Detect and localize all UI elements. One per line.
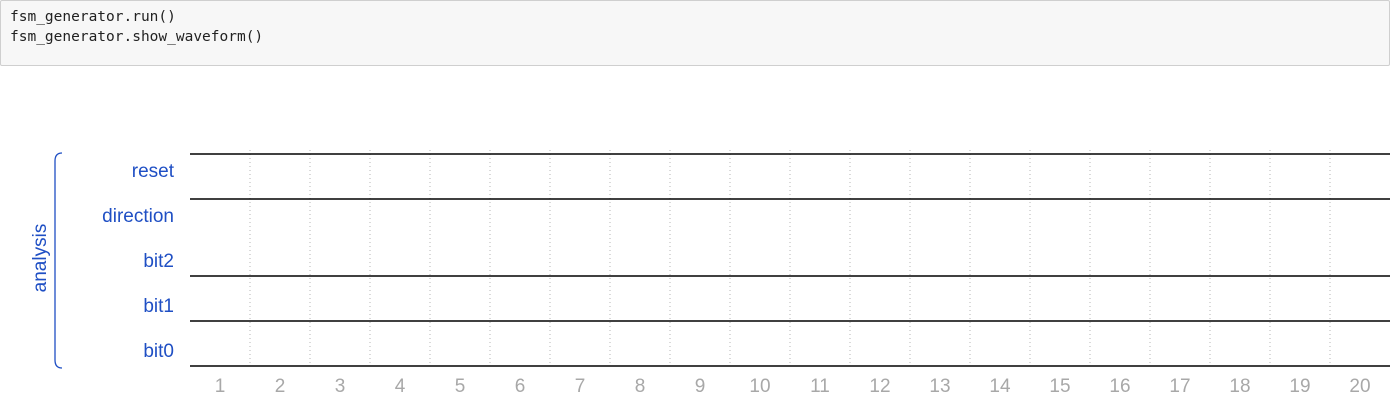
tick-label-1: 1 — [215, 376, 226, 397]
tick-label-16: 16 — [1109, 376, 1130, 397]
signal-traces — [190, 153, 1390, 367]
tick-label-5: 5 — [455, 376, 466, 397]
tick-label-20: 20 — [1349, 376, 1370, 397]
tick-label-12: 12 — [869, 376, 890, 397]
tick-labels: 1 2 3 4 5 6 7 8 9 10 11 12 13 14 15 16 17 18 19 20 — [215, 376, 1371, 397]
grid-lines — [249, 150, 1331, 366]
code-line-show-waveform[interactable]: fsm_generator.show_waveform() — [10, 29, 264, 45]
code-cell[interactable]: fsm_generator.run() fsm_generator.show_w… — [0, 0, 1390, 66]
group-label-analysis: analysis — [30, 224, 51, 293]
tick-label-13: 13 — [929, 376, 950, 397]
signal-label-reset: reset — [132, 161, 175, 182]
tick-label-17: 17 — [1169, 376, 1190, 397]
tick-label-15: 15 — [1049, 376, 1070, 397]
tick-label-18: 18 — [1229, 376, 1250, 397]
code-line-run[interactable]: fsm_generator.run() — [10, 9, 176, 25]
tick-label-9: 9 — [695, 376, 706, 397]
tick-label-11: 11 — [810, 376, 830, 397]
tick-label-2: 2 — [275, 376, 286, 397]
tick-label-7: 7 — [575, 376, 586, 397]
tick-label-14: 14 — [989, 376, 1011, 397]
signal-label-bit1: bit1 — [143, 296, 174, 317]
signal-label-bit2: bit2 — [143, 251, 174, 272]
tick-label-6: 6 — [515, 376, 526, 397]
tick-label-3: 3 — [335, 376, 346, 397]
group-bracket — [54, 152, 63, 369]
tick-label-8: 8 — [635, 376, 646, 397]
signal-labels: reset direction bit2 bit1 bit0 — [102, 161, 175, 362]
signal-label-direction: direction — [102, 206, 174, 227]
tick-label-4: 4 — [395, 376, 406, 397]
tick-label-19: 19 — [1289, 376, 1310, 397]
tick-label-10: 10 — [749, 376, 770, 397]
signal-label-bit0: bit0 — [143, 341, 174, 362]
